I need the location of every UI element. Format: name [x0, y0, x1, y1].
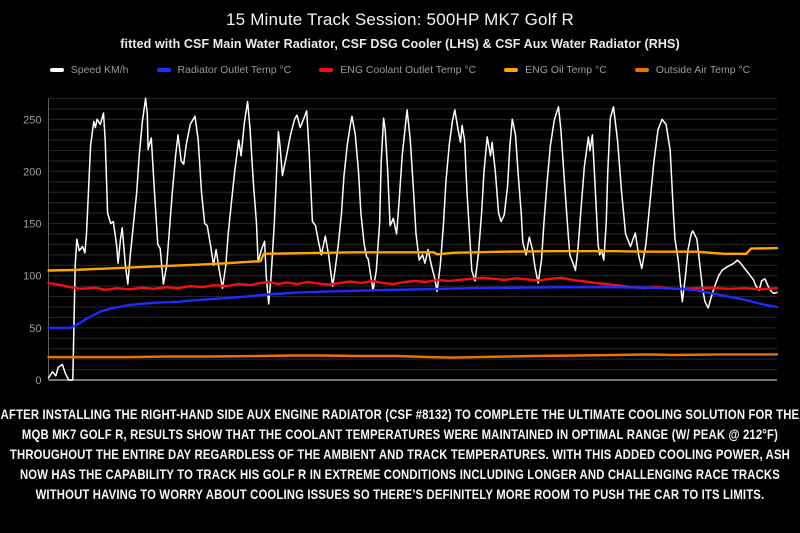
- y-tick-label: 100: [23, 271, 41, 283]
- chart-plot-area: 0 50 100 150 200 250: [23, 97, 779, 387]
- y-tick-label: 0: [35, 375, 41, 385]
- chart-subtitle: fitted with CSF Main Water Radiator, CSF…: [120, 37, 680, 51]
- series-line-eng-oil-temp-c: [47, 246, 779, 272]
- radiator-outlet-swatch-icon: [156, 68, 171, 72]
- y-tick-label: 250: [23, 114, 41, 126]
- y-tick-label: 200: [23, 166, 41, 178]
- legend-label: Outside Air Temp °C: [655, 64, 751, 76]
- legend-label: ENG Coolant Outlet Temp °C: [340, 64, 477, 76]
- chart-legend: Speed KM/h Radiator Outlet Temp °C ENG C…: [0, 64, 800, 76]
- caption: AFTER INSTALLING THE RIGHT-HAND SIDE AUX…: [0, 404, 800, 514]
- caption-text: AFTER INSTALLING THE RIGHT-HAND SIDE AUX…: [0, 406, 800, 502]
- legend-item-outside-air-temp: Outside Air Temp °C: [634, 64, 751, 76]
- coolant-outlet-swatch-icon: [319, 68, 334, 72]
- legend-label: Radiator Outlet Temp °C: [177, 64, 292, 76]
- legend-item-radiator-outlet-temp: Radiator Outlet Temp °C: [156, 64, 292, 76]
- legend-item-eng-oil-temp: ENG Oil Temp °C: [504, 64, 607, 76]
- legend-label: ENG Oil Temp °C: [525, 64, 607, 76]
- series-line-radiator-outlet-temp-c: [47, 285, 779, 330]
- y-tick-label: 50: [29, 323, 41, 335]
- speed-swatch-icon: [49, 68, 64, 72]
- chart-title: 15 Minute Track Session: 500HP MK7 Golf …: [225, 10, 575, 29]
- series-line-outside-air-temp-c: [47, 353, 779, 359]
- legend-item-speed: Speed KM/h: [49, 64, 129, 76]
- outside-air-swatch-icon: [634, 68, 649, 72]
- line-chart: 0 50 100 150 200 250: [0, 80, 800, 387]
- legend-item-eng-coolant-outlet-temp: ENG Coolant Outlet Temp °C: [319, 64, 476, 76]
- y-tick-label: 150: [23, 219, 41, 231]
- series-line-speed-km-h: [47, 97, 778, 381]
- legend-label: Speed KM/h: [70, 64, 129, 76]
- oil-temp-swatch-icon: [504, 68, 519, 72]
